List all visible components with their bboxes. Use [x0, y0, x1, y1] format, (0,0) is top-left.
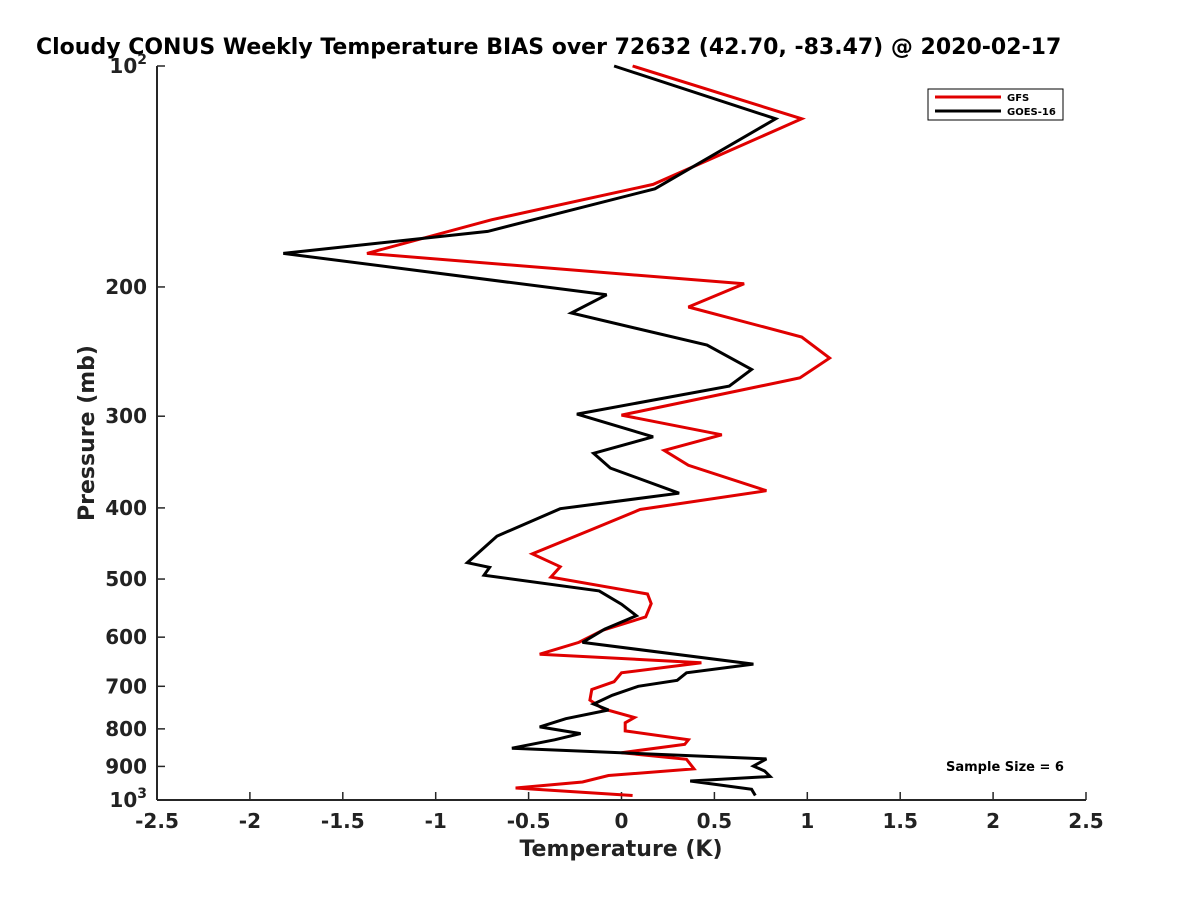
legend-label-goes16: GOES-16 [1007, 107, 1056, 118]
x-tick-label: -2.5 [135, 809, 179, 833]
x-ticks: -2.5 -2 -1.5 -1 -0.5 0 0.5 1 1.5 2 2.5 [135, 792, 1104, 833]
axes [156, 66, 1086, 801]
x-tick-label: 1.5 [882, 809, 917, 833]
y-ticks: 102 200 300 400 500 600 700 800 900 103 [105, 52, 165, 812]
y-tick-label: 700 [105, 674, 147, 698]
y-tick-label: 900 [105, 754, 147, 778]
y-tick-label: 103 [109, 786, 147, 812]
x-tick-label: 2 [986, 809, 1000, 833]
y-tick-label: 800 [105, 717, 147, 741]
y-tick-label: 200 [105, 275, 147, 299]
y-tick-label: 500 [105, 567, 147, 591]
legend: GFS GOES-16 [927, 88, 1064, 121]
x-tick-label: 0 [615, 809, 629, 833]
y-tick-label: 300 [105, 404, 147, 428]
legend-box [927, 88, 1064, 121]
series-line-goes16 [283, 64, 780, 797]
x-tick-label: 1 [800, 809, 814, 833]
x-axis-label: Temperature (K) [519, 837, 722, 862]
y-axis-label: Pressure (mb) [75, 345, 100, 521]
x-tick-label: 0.5 [697, 809, 732, 833]
x-tick-label: -1.5 [321, 809, 365, 833]
legend-label-gfs: GFS [1007, 93, 1029, 104]
series-layer [283, 64, 833, 797]
y-tick-label: 600 [105, 625, 147, 649]
y-tick-label: 102 [109, 52, 147, 78]
y-tick-label: 400 [105, 496, 147, 520]
x-tick-label: -1 [425, 809, 447, 833]
series-line-gfs [366, 64, 833, 797]
x-tick-label: -0.5 [507, 809, 551, 833]
x-tick-label: 2.5 [1068, 809, 1103, 833]
x-tick-label: -2 [239, 809, 261, 833]
chart-title: Cloudy CONUS Weekly Temperature BIAS ove… [36, 35, 1061, 60]
sample-size-annotation: Sample Size = 6 [946, 760, 1064, 775]
